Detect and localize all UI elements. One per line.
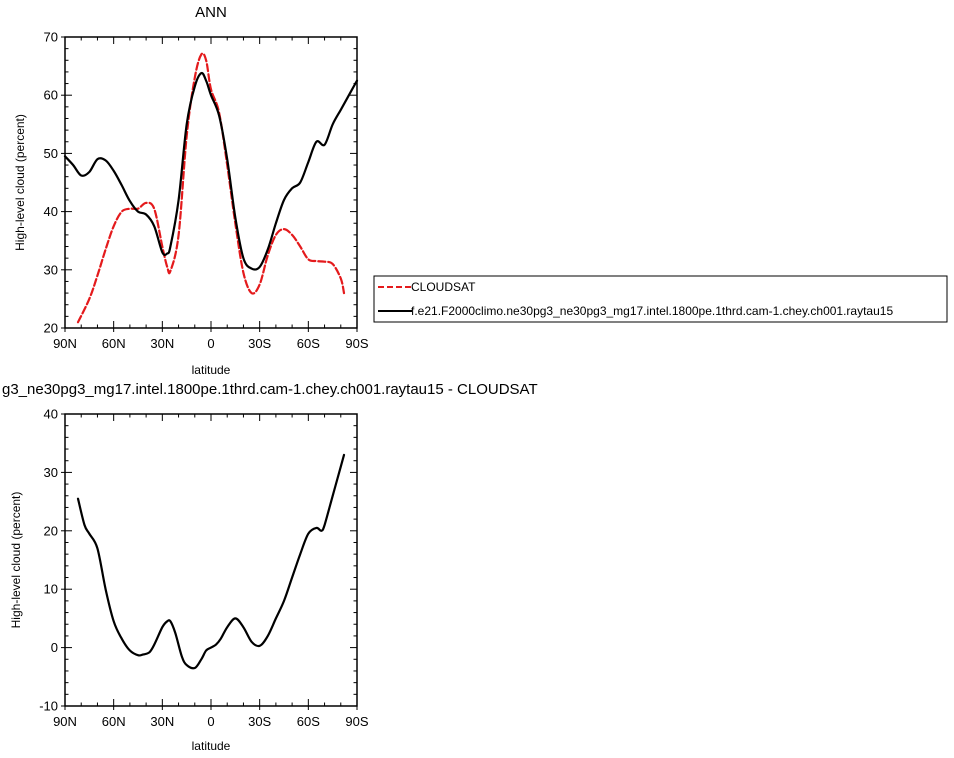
series-line-difference (76, 453, 346, 670)
x-tick-label: 60S (297, 336, 320, 351)
x-tick-label: 30N (150, 336, 174, 351)
y-tick-label: 30 (44, 465, 58, 480)
x-tick-label: 0 (207, 336, 214, 351)
y-tick-label: 40 (44, 204, 58, 219)
legend-frame (373, 275, 948, 323)
bottom-x-axis-title: latitude (192, 739, 231, 753)
top-y-axis-title: High-level cloud (percent) (13, 114, 27, 251)
top-y-tick-labels: 20 30 40 50 60 70 (44, 30, 58, 336)
x-tick-label: 90S (345, 714, 368, 729)
x-tick-label: 30S (248, 714, 271, 729)
x-tick-label: 90N (53, 336, 77, 351)
y-tick-label: 30 (44, 262, 58, 277)
y-tick-label: 50 (44, 146, 58, 161)
bottom-series (76, 453, 346, 670)
y-tick-label: 60 (44, 88, 58, 103)
x-tick-label: 60S (297, 714, 320, 729)
bottom-x-ticks (64, 414, 358, 710)
y-tick-label: 20 (44, 523, 58, 538)
y-tick-label: 70 (44, 30, 58, 45)
legend-label-model: f.e21.F2000climo.ne30pg3_ne30pg3_mg17.in… (411, 304, 893, 318)
top-x-axis-title: latitude (192, 363, 231, 377)
y-tick-label: 0 (51, 640, 58, 655)
y-tick-label: 20 (44, 321, 58, 336)
top-y-ticks (61, 36, 357, 329)
bottom-y-tick-labels: -10 0 10 20 30 40 (39, 407, 58, 714)
x-tick-label: 60N (102, 714, 126, 729)
bottom-x-tick-labels: 90N 60N 30N 0 30S 60S 90S (53, 714, 369, 729)
bottom-panel: g3_ne30pg3_mg17.intel.1800pe.1thrd.cam-1… (2, 381, 538, 753)
bottom-y-axis-title: High-level cloud (percent) (9, 492, 23, 629)
series-line-model (63, 71, 359, 271)
bottom-chart-title: g3_ne30pg3_mg17.intel.1800pe.1thrd.cam-1… (2, 381, 538, 398)
top-x-ticks (64, 37, 358, 332)
x-tick-label: 90S (345, 336, 368, 351)
x-tick-label: 30N (150, 714, 174, 729)
x-tick-label: 30S (248, 336, 271, 351)
y-tick-label: 10 (44, 582, 58, 597)
y-tick-label: -10 (39, 699, 58, 714)
top-x-tick-labels: 90N 60N 30N 0 30S 60S 90S (53, 336, 369, 351)
top-chart-title: ANN (195, 4, 227, 21)
bottom-y-ticks (61, 413, 357, 707)
top-plot-frame (64, 36, 358, 329)
x-tick-label: 0 (207, 714, 214, 729)
legend-label-cloudsat: CLOUDSAT (411, 280, 476, 294)
x-tick-label: 60N (102, 336, 126, 351)
x-tick-label: 90N (53, 714, 77, 729)
top-panel: ANN 20 30 40 50 60 70 90N 60N 30N 0 30S 60S 90S lat… (13, 4, 369, 377)
series-line-cloudsat (76, 52, 346, 324)
bottom-plot-frame (64, 413, 358, 707)
legend: CLOUDSAT f.e21.F2000climo.ne30pg3_ne30pg… (373, 275, 948, 323)
y-tick-label: 40 (44, 407, 58, 422)
top-series (63, 52, 359, 324)
